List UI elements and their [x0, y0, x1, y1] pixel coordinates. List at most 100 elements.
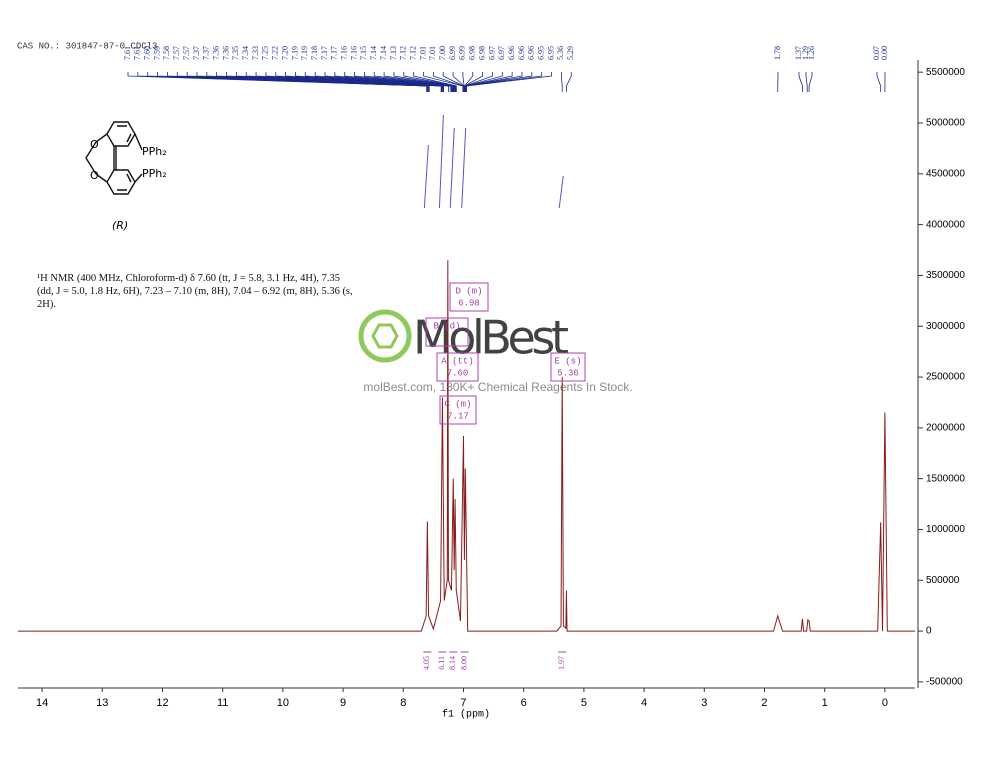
multiplet-name: A (tt) — [441, 356, 473, 366]
watermark: MolBest molBest.com, 180K+ Chemical Reag… — [358, 309, 633, 394]
integral-label: 6.11 — [437, 656, 446, 670]
peak-label: 7.61 — [123, 46, 132, 60]
peak-label: 6.96 — [507, 46, 516, 60]
x-tick-label: 6 — [521, 697, 527, 709]
y-tick-label: 5500000 — [926, 67, 965, 78]
tagline: molBest.com, 180K+ Chemical Reagents In … — [363, 380, 632, 394]
x-tick-label: 0 — [882, 697, 888, 709]
peak-label: 7.12 — [399, 46, 408, 60]
multiplet-name: C (m) — [444, 399, 471, 409]
peak-label: 5.36 — [556, 46, 565, 60]
integral-curve — [558, 175, 564, 209]
integral-curve — [423, 144, 429, 209]
x-tick-label: 5 — [581, 697, 587, 709]
peak-label: 7.35 — [231, 46, 240, 60]
peak-label: 7.15 — [359, 46, 368, 60]
spectrum — [18, 260, 915, 632]
stereo: (R) — [112, 219, 128, 232]
peak-label: 6.96 — [517, 46, 526, 60]
multiplet-name: B (d) — [433, 321, 460, 331]
peak-pointer — [432, 72, 464, 92]
peak-pointer — [808, 72, 813, 92]
peak-label: 7.00 — [438, 46, 447, 60]
peak-label: 7.16 — [340, 46, 349, 60]
x-tick-label: 13 — [96, 697, 108, 709]
peak-label: 7.01 — [418, 46, 427, 60]
y-tick-label: 4500000 — [926, 168, 965, 179]
x-tick-label: 10 — [277, 697, 289, 709]
x-tick-label: 12 — [156, 697, 168, 709]
peak-label: 7.57 — [182, 46, 191, 60]
peak-pointer — [334, 72, 454, 92]
peak-label: 7.19 — [290, 46, 299, 60]
peak-pointer — [255, 72, 445, 92]
peak-label: 7.19 — [300, 46, 309, 60]
peak-pointer — [798, 72, 803, 92]
peak-pointer — [186, 72, 430, 92]
x-axis-label: f1 (ppm) — [442, 709, 490, 721]
peak-label: 7.34 — [241, 46, 250, 60]
bonds — [85, 133, 143, 183]
peak-label: 7.14 — [369, 46, 378, 60]
y-tick-label: 3500000 — [926, 270, 965, 281]
peak-label: 7.13 — [389, 46, 398, 60]
x-tick-label: 9 — [340, 697, 346, 709]
structure — [85, 121, 143, 195]
peak-label: 1.37 — [794, 46, 803, 60]
peak-label: 7.16 — [349, 46, 358, 60]
multiplet-shift: 7.60 — [447, 368, 469, 378]
peak-label: 6.99 — [448, 46, 457, 60]
integral-curve — [438, 114, 444, 209]
peak-label: 0.00 — [880, 46, 889, 60]
integral-curve — [461, 127, 467, 209]
peak-label: 7.37 — [202, 46, 211, 60]
multiplet-box — [439, 395, 477, 425]
y-tick-label: 2500000 — [926, 372, 965, 383]
multiplet-box — [436, 352, 479, 382]
ring — [106, 121, 136, 147]
x-tick-label: 2 — [761, 697, 767, 709]
peak-pointer — [805, 72, 808, 92]
y-tick-label: 4000000 — [926, 219, 965, 230]
y-tick-label: 2000000 — [926, 422, 965, 433]
peak-label: 7.37 — [192, 46, 201, 60]
peak-label: 7.17 — [330, 46, 339, 60]
peak-label: 6.98 — [477, 46, 486, 60]
peak-label: 7.61 — [133, 46, 142, 60]
peak-label: 6.95 — [537, 46, 546, 60]
peak-pointer — [393, 72, 457, 92]
peak-pointer — [314, 72, 454, 92]
x-tick-label: 14 — [36, 697, 48, 709]
peak-label: 7.58 — [162, 46, 171, 60]
peak-pointer — [465, 72, 533, 92]
peak-pointer — [354, 72, 455, 92]
peak-pointer — [466, 72, 552, 92]
multiplet-shift: 7.17 — [447, 411, 469, 421]
peak-label: 7.20 — [280, 46, 289, 60]
peak-label: 6.97 — [487, 46, 496, 60]
x-tick-label: 8 — [400, 697, 406, 709]
multiplet-name: D (m) — [455, 286, 482, 296]
y-tick-label: 0 — [926, 626, 932, 637]
peak-pointer — [462, 72, 465, 92]
logo — [371, 323, 399, 349]
peak-label: 7.36 — [211, 46, 220, 60]
x-tick-label: 11 — [217, 697, 228, 709]
description: ¹H NMR (400 MHz, Chloroform-d) δ 7.60 (t… — [37, 273, 353, 310]
peak-label: 7.14 — [379, 46, 388, 60]
peak-pointer — [413, 72, 457, 92]
peak-label: 6.95 — [546, 46, 555, 60]
header: CAS NO.: 301847-87-0 CDCl3 — [17, 41, 157, 51]
peak-label: 6.97 — [497, 46, 506, 60]
peak-pointer — [464, 72, 503, 92]
peak-label: 6.98 — [468, 46, 477, 60]
ring — [106, 169, 136, 195]
peak-label: 7.36 — [221, 46, 230, 60]
peak-pointer — [561, 72, 563, 92]
atom: O — [90, 138, 99, 151]
logo — [358, 309, 412, 363]
multiplet-box — [449, 282, 489, 312]
peak-label: 7.18 — [310, 46, 319, 60]
